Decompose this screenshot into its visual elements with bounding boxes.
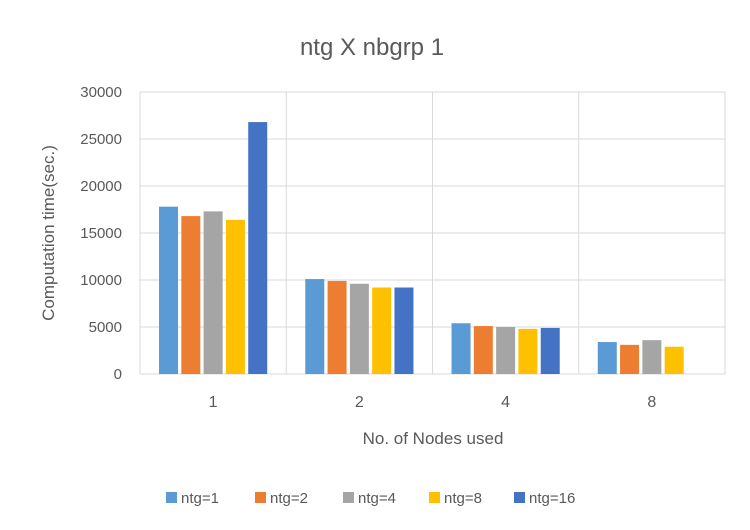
bar: [473, 326, 493, 374]
bar: [642, 340, 662, 374]
bar: [496, 327, 516, 374]
bar: [327, 280, 347, 374]
legend-label: ntg=4: [358, 490, 396, 507]
bar: [451, 323, 471, 374]
bar: [181, 216, 201, 374]
bar: [159, 206, 179, 374]
x-tick-label: 2: [355, 394, 364, 411]
bars: [159, 122, 684, 374]
x-tick-label: 8: [647, 394, 656, 411]
legend-swatch: [255, 492, 266, 503]
x-tick-label: 1: [209, 394, 218, 411]
bar: [620, 344, 640, 374]
legend-swatch: [166, 492, 177, 503]
legend-label: ntg=2: [270, 490, 308, 507]
legend: ntg=1 ntg=2 ntg=4 ntg=8 ntg=16: [166, 490, 575, 507]
y-tick-label: 20000: [80, 178, 122, 195]
x-tick-label: 4: [501, 394, 510, 411]
y-tick-label: 5000: [89, 319, 122, 336]
bar: [372, 287, 392, 374]
bar: [203, 211, 223, 374]
bar: [225, 219, 245, 374]
bar: [597, 342, 617, 374]
bar: [664, 346, 684, 374]
y-tick-label: 30000: [80, 84, 122, 101]
bar: [540, 327, 560, 374]
bar: [248, 122, 268, 374]
chart-title: ntg X nbgrp 1: [300, 34, 444, 61]
y-tick-label: 15000: [80, 225, 122, 242]
legend-label: ntg=8: [444, 490, 482, 507]
y-tick-label: 0: [114, 366, 122, 383]
legend-swatch: [514, 492, 525, 503]
y-tick-label: 25000: [80, 131, 122, 148]
y-axis-title: Computation time(sec.): [39, 145, 58, 321]
y-axis-tick-labels: 0 5000 10000 15000 20000 25000 30000: [80, 84, 122, 383]
bar: [394, 287, 414, 374]
x-axis-title: No. of Nodes used: [363, 429, 504, 448]
bar: [305, 279, 325, 374]
y-tick-label: 10000: [80, 272, 122, 289]
x-axis-tick-labels: 1 2 4 8: [209, 394, 657, 411]
legend-swatch: [429, 492, 440, 503]
bar: [349, 283, 369, 374]
legend-label: ntg=16: [529, 490, 575, 507]
legend-swatch: [343, 492, 354, 503]
legend-label: ntg=1: [181, 490, 219, 507]
bar: [518, 328, 538, 374]
